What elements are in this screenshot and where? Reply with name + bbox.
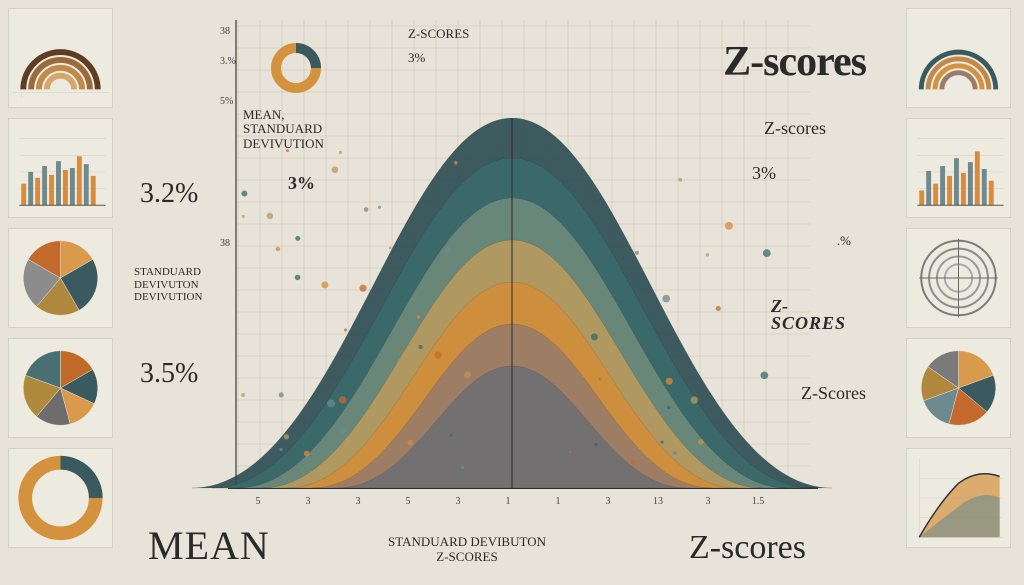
label-32pct: 3.2%: [140, 178, 198, 210]
label-3pct-b: 3%: [752, 163, 776, 184]
svg-text:1: 1: [506, 496, 511, 507]
label-std-left: STANDUARDDEVIVUTONDEVIVUTION: [134, 266, 202, 304]
ytick: 38: [220, 26, 230, 37]
grid: [12, 92, 110, 97]
bell-curve-chart: 533531131331.5: [128, 8, 896, 577]
label-zscores-bottom: Z-scores: [689, 529, 806, 567]
label-std-bottom: STANDUARD DEVIBUTONZ-SCORES: [388, 535, 546, 565]
svg-text:3: 3: [456, 496, 461, 507]
ytick: 38: [220, 238, 230, 249]
label-mean-std: MEAN,STANDUARDDEVIVUTION: [243, 108, 324, 151]
label-3pct-c: 3%: [288, 173, 315, 194]
label-zscores-top: Z-SCORES: [408, 26, 469, 42]
thumb-donut: [8, 448, 113, 548]
label-zscores-3: Z-Scores: [801, 383, 866, 404]
svg-text:3: 3: [606, 496, 611, 507]
donut-icon: [268, 40, 324, 101]
svg-text:1.5: 1.5: [752, 496, 765, 507]
svg-text:5: 5: [256, 496, 261, 507]
thumb-area-mini: [906, 448, 1011, 548]
svg-text:13: 13: [653, 496, 663, 507]
title-zscores: Z-scores: [723, 38, 866, 86]
thumb-bars: [8, 118, 113, 218]
thumb-pie-r: [906, 338, 1011, 438]
thumb-half-rings-r: [906, 8, 1011, 108]
label-zscores-1: Z-scores: [764, 118, 826, 139]
svg-text:3: 3: [706, 496, 711, 507]
svg-text:3: 3: [306, 496, 311, 507]
svg-text:5: 5: [406, 496, 411, 507]
label-pct-dash: .%: [837, 233, 851, 249]
label-35pct: 3.5%: [140, 358, 198, 390]
right-thumbnail-column: [906, 8, 1016, 577]
ytick: 5%: [220, 96, 233, 107]
thumb-pie-1: [8, 228, 113, 328]
svg-text:1: 1: [556, 496, 561, 507]
left-thumbnail-column: [8, 8, 118, 577]
svg-text:3: 3: [356, 496, 361, 507]
thumb-pie-2: [8, 338, 113, 438]
label-3pct-a: 3%: [408, 50, 425, 66]
main-chart-area: 533531131331.5 Z-SCORES 3% Z-scores Z-sc…: [128, 8, 896, 577]
thumb-half-rings: [8, 8, 113, 108]
thumb-bars-r: [906, 118, 1011, 218]
ytick: 3.%: [220, 56, 236, 67]
label-mean-big: MEAN: [148, 522, 270, 569]
thumb-rings-full: [906, 228, 1011, 328]
label-z-scores-stack: Z-SCORES: [771, 298, 846, 332]
